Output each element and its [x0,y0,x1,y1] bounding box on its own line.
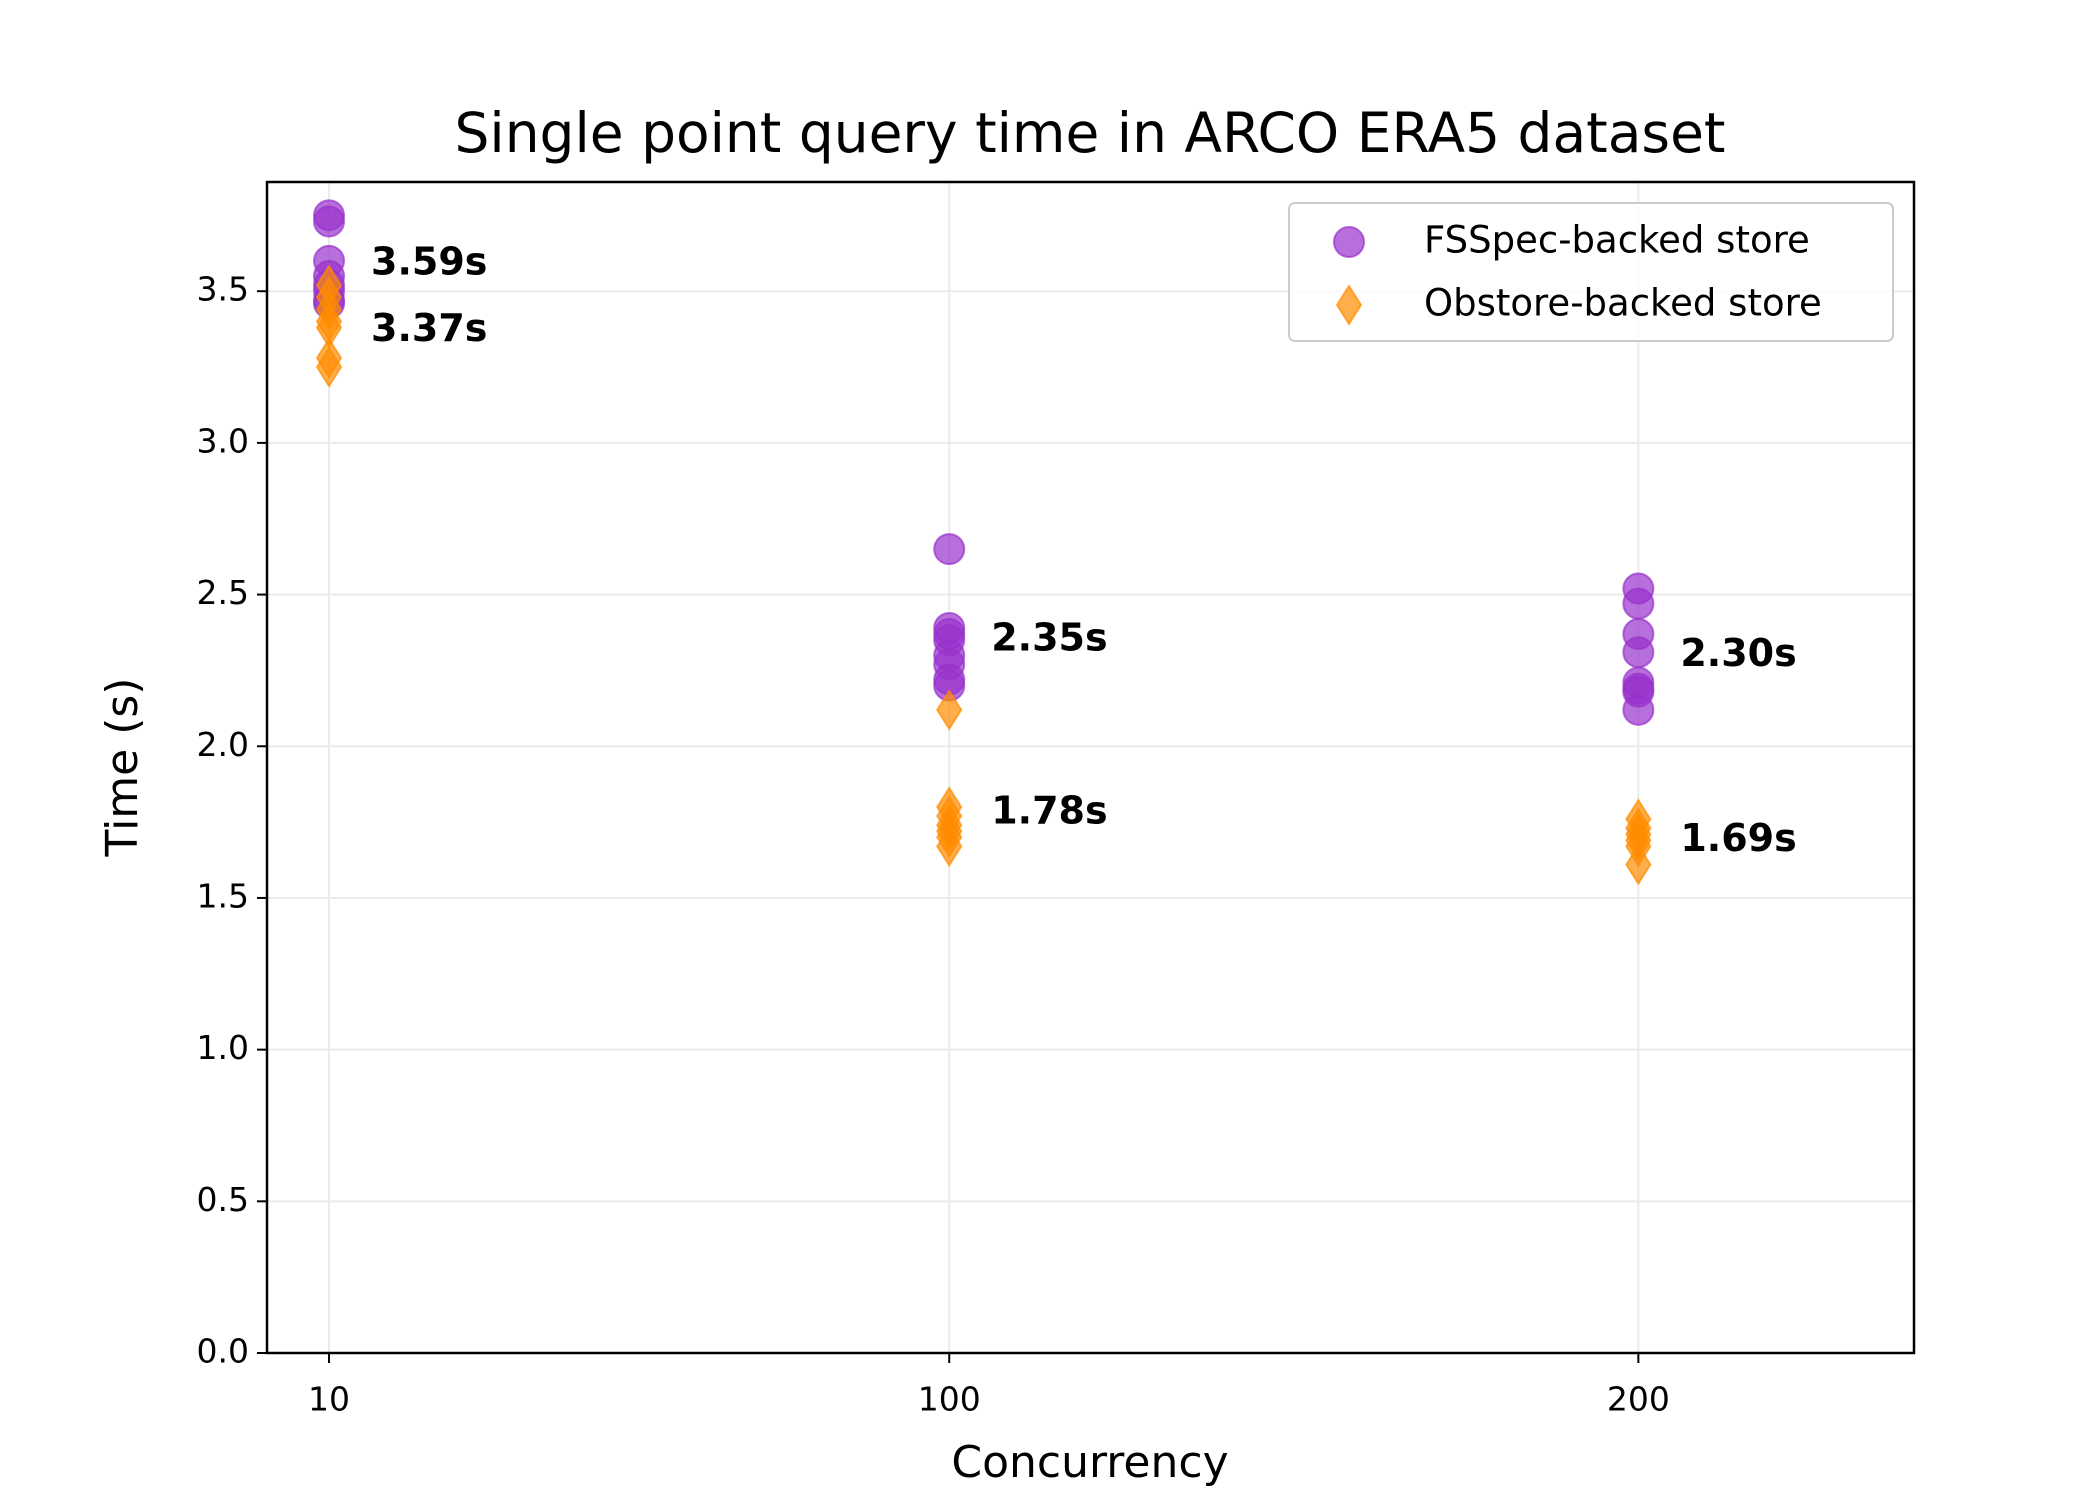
x-tick-label: 100 [918,1380,981,1419]
y-tick-label: 2.5 [197,573,249,612]
mean-label: 3.59s [371,239,487,283]
y-tick-label: 0.5 [197,1180,249,1219]
point [936,825,963,868]
point [933,533,966,566]
legend-label: FSSpec-backed store [1424,219,1810,262]
point [1625,843,1652,886]
point [1622,693,1655,726]
point [313,205,346,238]
mean-label: 1.69s [1680,816,1796,860]
y-tick-label: 1.0 [197,1028,249,1067]
point [936,688,963,731]
legend-box [1288,202,1894,342]
mean-label: 1.78s [991,789,1107,833]
mean-label: 2.35s [991,616,1107,660]
y-tick-label: 1.5 [197,876,249,915]
y-tick-label: 3.0 [197,421,249,460]
x-axis-label: Concurrency [951,1437,1228,1488]
mean-label: 2.30s [1680,631,1796,675]
point [315,346,343,388]
point [1622,636,1655,669]
y-axis-label: Time (s) [97,678,148,858]
y-tick-label: 0.0 [197,1332,249,1371]
y-tick-label: 2.0 [197,725,249,764]
x-tick-label: 200 [1607,1380,1670,1419]
chart-title: Single point query time in ARCO ERA5 dat… [455,101,1726,165]
legend-label: Obstore-backed store [1424,282,1822,325]
legend: FSSpec-backed store Obstore-backed store [1288,202,1894,342]
point [1622,587,1655,620]
plot-frame [265,180,1916,1355]
mean-label: 3.37s [371,306,487,350]
x-tick-label: 10 [308,1380,350,1419]
y-tick-label: 3.5 [197,270,249,309]
legend-marker [1333,226,1365,258]
legend-marker [1335,284,1363,326]
